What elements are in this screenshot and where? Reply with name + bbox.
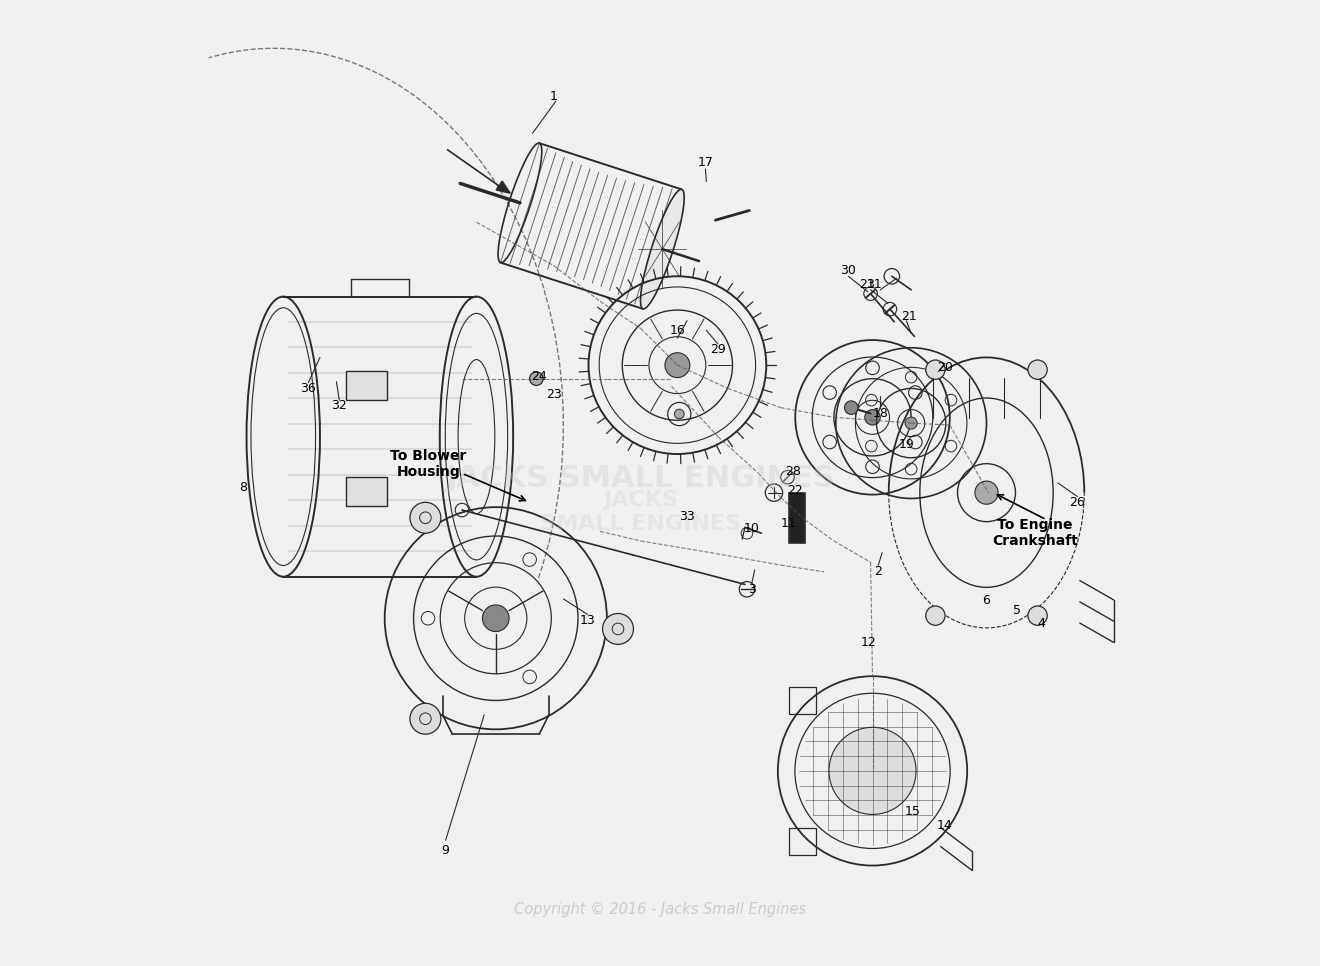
Text: 6: 6: [982, 594, 990, 608]
Text: 1: 1: [550, 90, 557, 103]
Circle shape: [482, 605, 510, 632]
Text: 22: 22: [787, 484, 803, 497]
Text: JACKS
SMALL ENGINES: JACKS SMALL ENGINES: [540, 491, 742, 533]
Text: 5: 5: [1014, 604, 1022, 617]
Text: 12: 12: [861, 636, 876, 649]
Circle shape: [975, 481, 998, 504]
Text: 28: 28: [785, 465, 801, 478]
Text: 26: 26: [1069, 496, 1085, 509]
Text: 11: 11: [780, 517, 796, 530]
Text: 14: 14: [937, 819, 953, 833]
Circle shape: [411, 703, 441, 734]
Text: To Blower
Housing: To Blower Housing: [389, 448, 466, 479]
Text: 29: 29: [710, 343, 726, 356]
Circle shape: [529, 372, 543, 385]
Circle shape: [1028, 606, 1047, 625]
Text: 32: 32: [331, 399, 347, 412]
Text: 9: 9: [442, 843, 450, 857]
Circle shape: [845, 401, 858, 414]
Bar: [789, 493, 805, 543]
Bar: [346, 371, 387, 400]
Text: 18: 18: [873, 407, 888, 420]
Text: 31: 31: [866, 277, 882, 291]
Circle shape: [906, 417, 917, 429]
Text: 16: 16: [669, 324, 685, 337]
Bar: [346, 477, 387, 506]
Text: 20: 20: [937, 360, 953, 374]
Text: JACKS SMALL ENGINES: JACKS SMALL ENGINES: [446, 464, 836, 493]
Circle shape: [602, 613, 634, 644]
Text: 33: 33: [680, 510, 694, 524]
Text: 21: 21: [859, 277, 875, 291]
Circle shape: [675, 410, 684, 419]
Circle shape: [829, 727, 916, 814]
Polygon shape: [496, 181, 511, 193]
Text: To Engine
Crankshaft: To Engine Crankshaft: [991, 518, 1077, 549]
Circle shape: [411, 502, 441, 533]
Circle shape: [665, 353, 690, 378]
Circle shape: [925, 606, 945, 625]
Circle shape: [1028, 360, 1047, 380]
Circle shape: [925, 360, 945, 380]
Circle shape: [865, 410, 880, 425]
Text: 2: 2: [874, 565, 882, 579]
Text: 23: 23: [546, 387, 561, 401]
Text: 15: 15: [906, 805, 921, 818]
Text: 36: 36: [301, 382, 317, 395]
Text: 17: 17: [697, 156, 713, 169]
Text: 10: 10: [744, 522, 760, 535]
Text: 24: 24: [532, 370, 546, 384]
Ellipse shape: [640, 189, 684, 309]
Text: 21: 21: [902, 310, 917, 324]
Text: 19: 19: [899, 438, 915, 451]
Text: 13: 13: [579, 613, 595, 627]
Text: 4: 4: [1038, 616, 1045, 630]
Text: 3: 3: [748, 582, 756, 596]
Bar: [788, 687, 816, 714]
Text: 30: 30: [841, 264, 857, 277]
Bar: [788, 828, 816, 855]
Text: Copyright © 2016 - Jacks Small Engines: Copyright © 2016 - Jacks Small Engines: [513, 902, 807, 918]
Text: 8: 8: [239, 481, 247, 495]
